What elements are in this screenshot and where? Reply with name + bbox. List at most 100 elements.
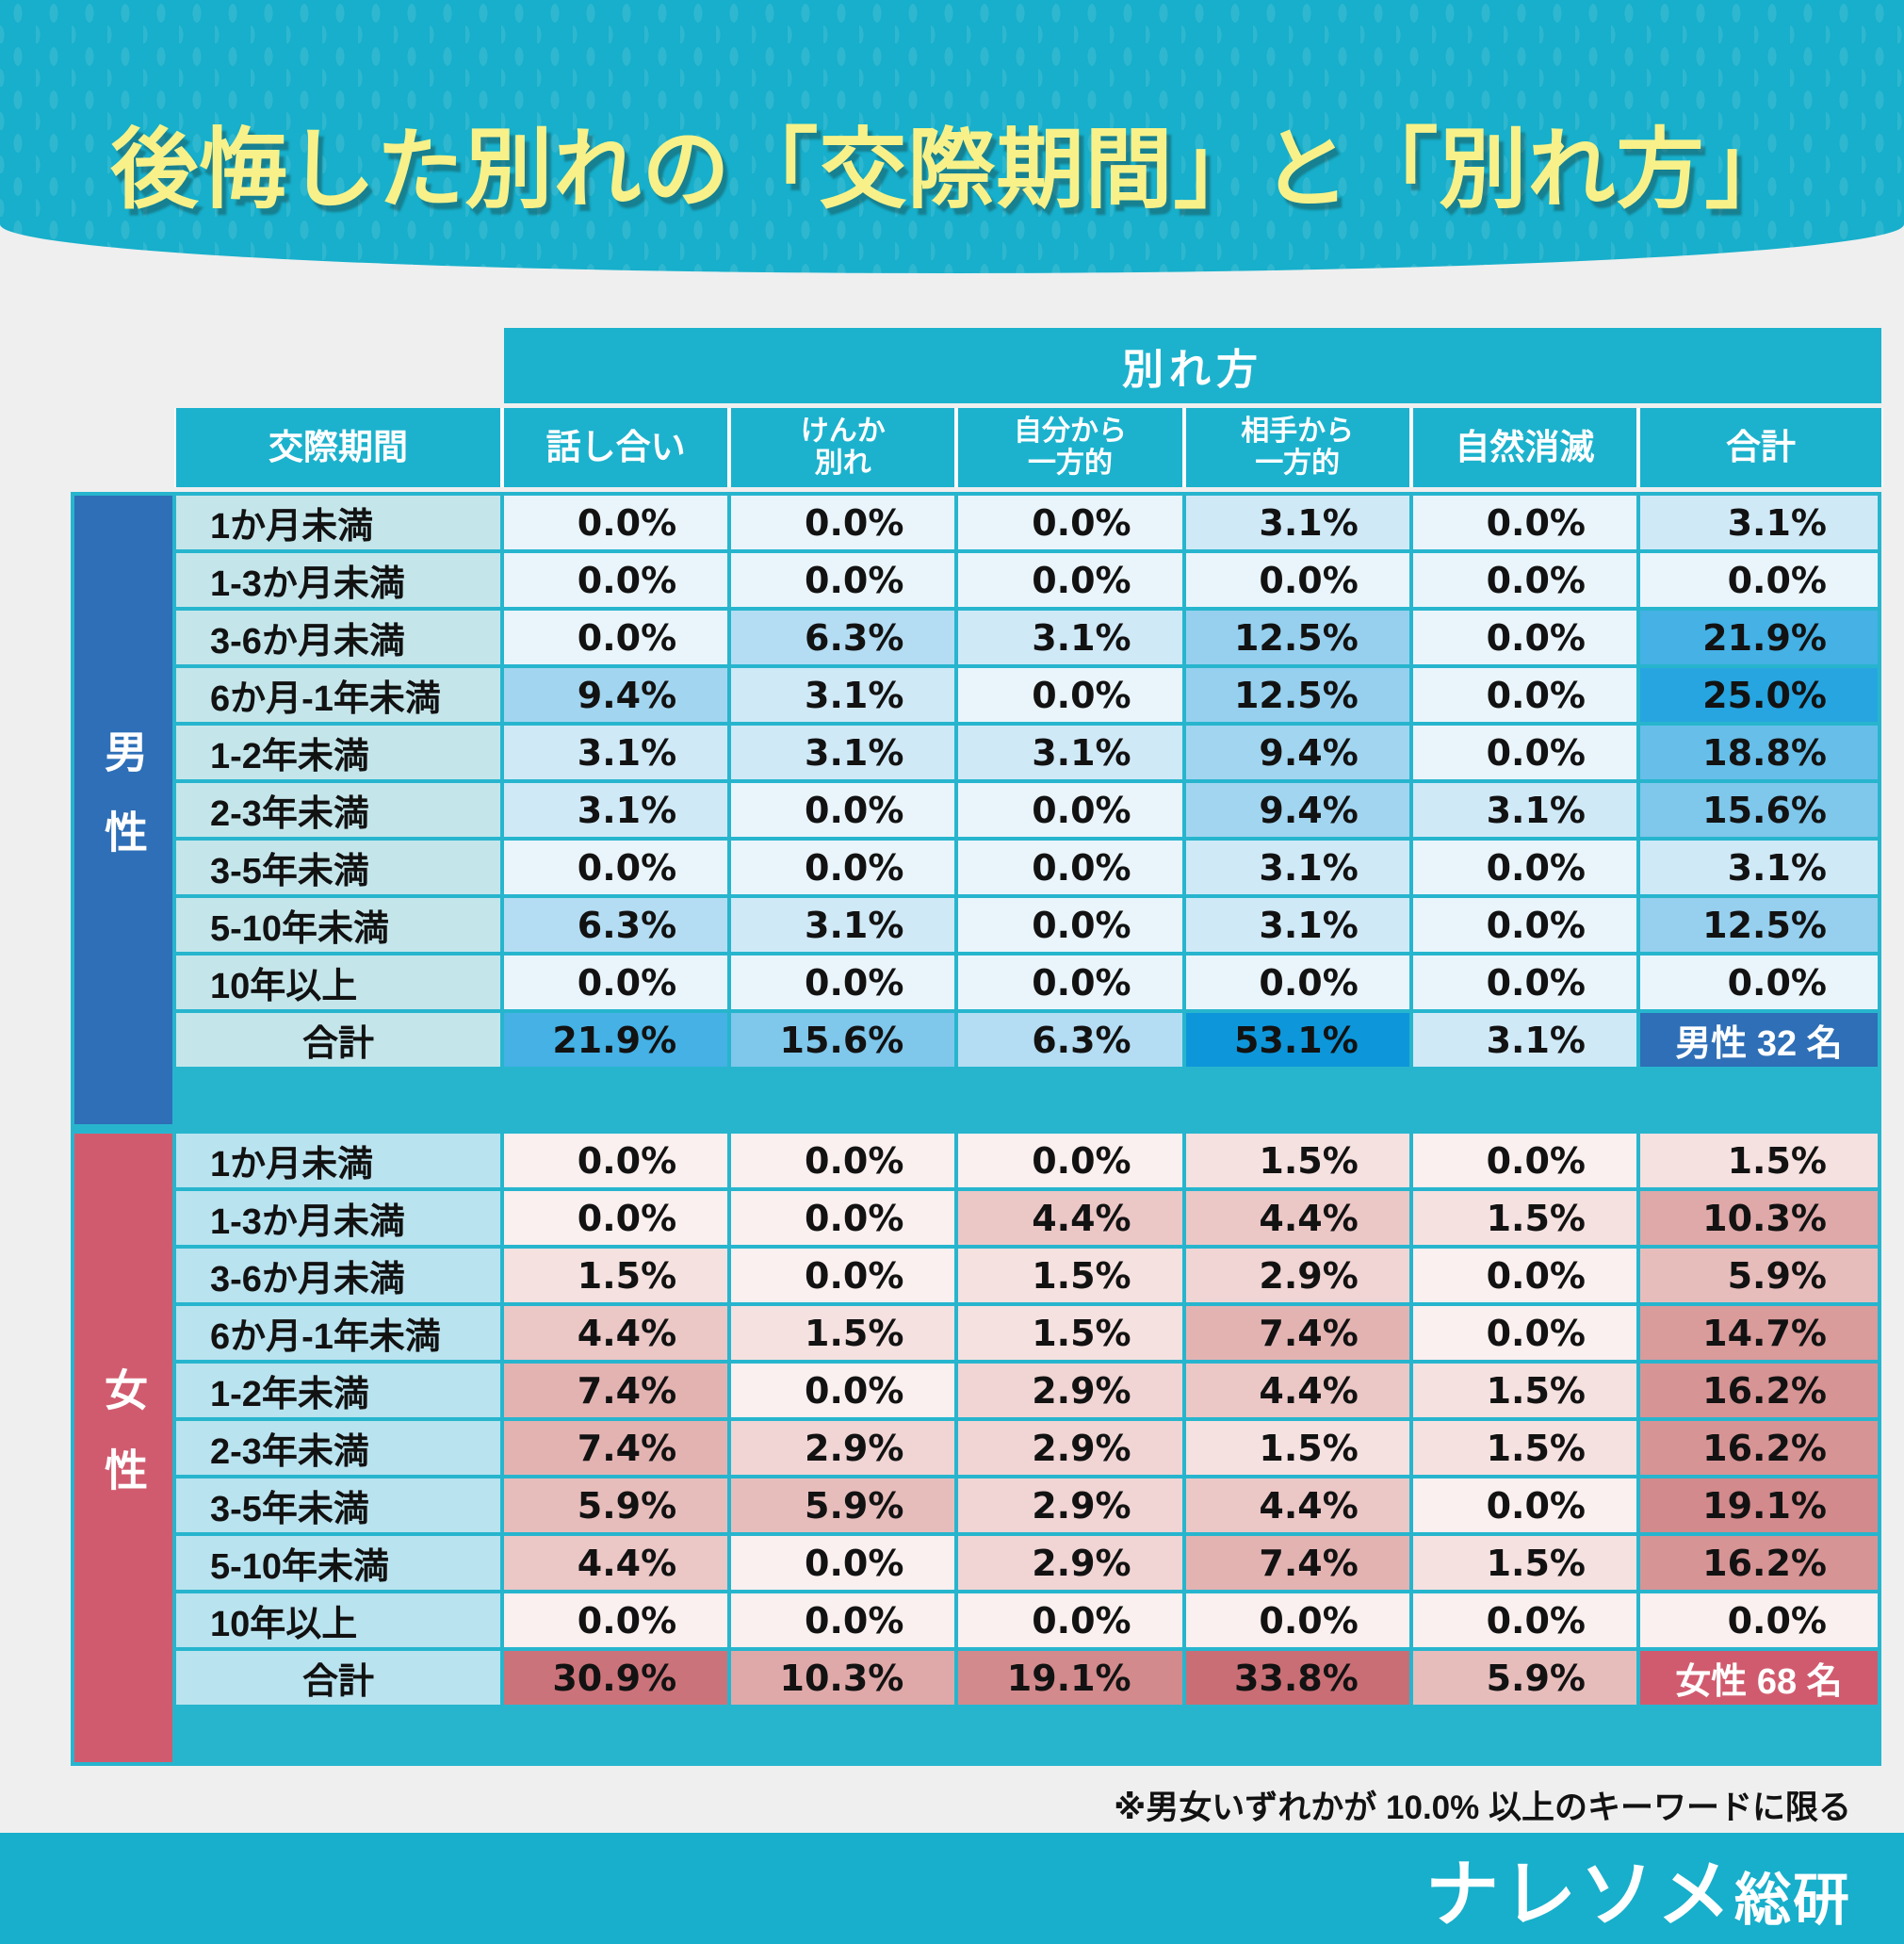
row-label-female: 3-5年未満 xyxy=(176,1478,500,1532)
data-cell-male: 0.0% xyxy=(958,898,1182,952)
total-cell-male: 3.1% xyxy=(1412,1013,1636,1067)
data-cell-male: 0.0% xyxy=(958,553,1182,607)
data-cell-male: 15.6% xyxy=(1639,783,1878,837)
data-cell-female: 1.5% xyxy=(504,1249,728,1302)
column-header-row: 交際期間 話し合い けんか 別れ 自分から 一方的 相手から 一方的 自然消滅 … xyxy=(71,408,1881,487)
total-cell-male: 53.1% xyxy=(1185,1013,1409,1067)
data-cell-female: 0.0% xyxy=(1185,1593,1409,1647)
row-label-male: 1か月未満 xyxy=(176,496,500,549)
footer-band: ナレソメ 総研 xyxy=(0,1833,1904,1944)
col-header-period: 交際期間 xyxy=(176,408,500,487)
data-cell-female: 1.5% xyxy=(1412,1421,1636,1475)
data-cell-female: 14.7% xyxy=(1639,1306,1878,1360)
col-header-fight: けんか 別れ xyxy=(731,408,955,487)
total-cell-female: 5.9% xyxy=(1412,1651,1636,1705)
data-cell-female: 1.5% xyxy=(1185,1134,1409,1187)
data-cell-female: 7.4% xyxy=(1185,1306,1409,1360)
data-cell-female: 16.2% xyxy=(1639,1536,1878,1590)
data-cell-female: 4.4% xyxy=(1185,1364,1409,1417)
data-cell-male: 3.1% xyxy=(1185,898,1409,952)
data-cell-female: 1.5% xyxy=(958,1306,1182,1360)
data-cell-female: 7.4% xyxy=(504,1364,728,1417)
data-cell-male: 9.4% xyxy=(504,668,728,722)
brand-logo: ナレソメ 総研 xyxy=(1425,1836,1851,1941)
row-label-female: 1-3か月未満 xyxy=(176,1191,500,1245)
respondent-count-female: 女性 68 名 xyxy=(1639,1651,1878,1705)
total-cell-female: 30.9% xyxy=(504,1651,728,1705)
data-cell-female: 5.9% xyxy=(731,1478,955,1532)
row-label-male: 1-2年未満 xyxy=(176,726,500,779)
row-label-female: 10年以上 xyxy=(176,1593,500,1647)
data-cell-female: 1.5% xyxy=(1185,1421,1409,1475)
data-cell-male: 0.0% xyxy=(1412,553,1636,607)
data-cell-female: 0.0% xyxy=(1412,1593,1636,1647)
gender-label-female: 女性 xyxy=(74,1134,172,1762)
data-cell-male: 0.0% xyxy=(731,956,955,1009)
gender-label-text: 男性 xyxy=(99,729,148,890)
data-cell-male: 3.1% xyxy=(1639,496,1878,549)
data-cell-male: 0.0% xyxy=(1412,956,1636,1009)
data-cell-male: 3.1% xyxy=(504,726,728,779)
brand-logo-main: ナレソメ xyxy=(1424,1853,1734,1936)
data-cell-female: 1.5% xyxy=(1412,1364,1636,1417)
data-cell-male: 12.5% xyxy=(1639,898,1878,952)
total-cell-female: 19.1% xyxy=(958,1651,1182,1705)
row-label-male: 5-10年未満 xyxy=(176,898,500,952)
data-cell-male: 0.0% xyxy=(504,611,728,664)
data-cell-female: 4.4% xyxy=(1185,1478,1409,1532)
total-cell-female: 33.8% xyxy=(1185,1651,1409,1705)
row-label-male: 6か月-1年未満 xyxy=(176,668,500,722)
page-title: 後悔した別れの「交際期間」と「別れ方」 xyxy=(110,120,1794,219)
data-cell-female: 0.0% xyxy=(958,1134,1182,1187)
data-cell-male: 9.4% xyxy=(1185,783,1409,837)
data-cell-female: 0.0% xyxy=(731,1364,955,1417)
data-cell-female: 0.0% xyxy=(1412,1249,1636,1302)
data-cell-male: 0.0% xyxy=(504,841,728,894)
data-cell-male: 0.0% xyxy=(1412,668,1636,722)
data-cell-male: 3.1% xyxy=(731,898,955,952)
data-cell-female: 0.0% xyxy=(504,1593,728,1647)
row-label-female: 3-6か月未満 xyxy=(176,1249,500,1302)
data-cell-female: 7.4% xyxy=(1185,1536,1409,1590)
col-header-discussion: 話し合い xyxy=(504,408,728,487)
total-cell-male: 15.6% xyxy=(731,1013,955,1067)
data-cell-female: 0.0% xyxy=(504,1191,728,1245)
data-cell-male: 0.0% xyxy=(958,783,1182,837)
col-header-self-onesided: 自分から 一方的 xyxy=(958,408,1182,487)
data-cell-male: 0.0% xyxy=(1412,726,1636,779)
group-header-cell: 別れ方 xyxy=(504,328,1881,403)
corner-spacer xyxy=(71,328,500,403)
corner-spacer xyxy=(71,408,172,487)
data-cell-male: 0.0% xyxy=(1639,956,1878,1009)
data-cell-male: 0.0% xyxy=(958,496,1182,549)
data-cell-female: 0.0% xyxy=(1412,1306,1636,1360)
data-cell-male: 0.0% xyxy=(504,496,728,549)
data-cell-female: 0.0% xyxy=(958,1593,1182,1647)
data-cell-male: 3.1% xyxy=(958,611,1182,664)
data-cell-female: 16.2% xyxy=(1639,1421,1878,1475)
row-label-female: 6か月-1年未満 xyxy=(176,1306,500,1360)
data-cell-female: 2.9% xyxy=(958,1421,1182,1475)
data-cell-female: 4.4% xyxy=(958,1191,1182,1245)
data-cell-male: 3.1% xyxy=(1412,783,1636,837)
data-cell-female: 1.5% xyxy=(1639,1134,1878,1187)
data-cell-female: 2.9% xyxy=(958,1478,1182,1532)
data-cell-female: 1.5% xyxy=(958,1249,1182,1302)
data-cell-male: 18.8% xyxy=(1639,726,1878,779)
total-row-label-female: 合計 xyxy=(176,1651,500,1705)
data-cell-male: 0.0% xyxy=(958,956,1182,1009)
data-cell-male: 3.1% xyxy=(731,668,955,722)
total-cell-male: 21.9% xyxy=(504,1013,728,1067)
row-label-male: 2-3年未満 xyxy=(176,783,500,837)
data-cell-male: 0.0% xyxy=(1639,553,1878,607)
group-header-row: 別れ方 xyxy=(71,328,1881,403)
data-cell-female: 2.9% xyxy=(731,1421,955,1475)
data-cell-male: 0.0% xyxy=(731,783,955,837)
data-cell-female: 1.5% xyxy=(1412,1191,1636,1245)
data-cell-male: 3.1% xyxy=(731,726,955,779)
data-cell-female: 2.9% xyxy=(958,1536,1182,1590)
table-body: 男性 1か月未満 0.0% 0.0% 0.0% 3.1% 0.0% 3.1% 1-3か月未満 0.… xyxy=(71,492,1881,1766)
data-cell-male: 0.0% xyxy=(731,553,955,607)
data-cell-male: 0.0% xyxy=(1412,841,1636,894)
row-label-female: 2-3年未満 xyxy=(176,1421,500,1475)
